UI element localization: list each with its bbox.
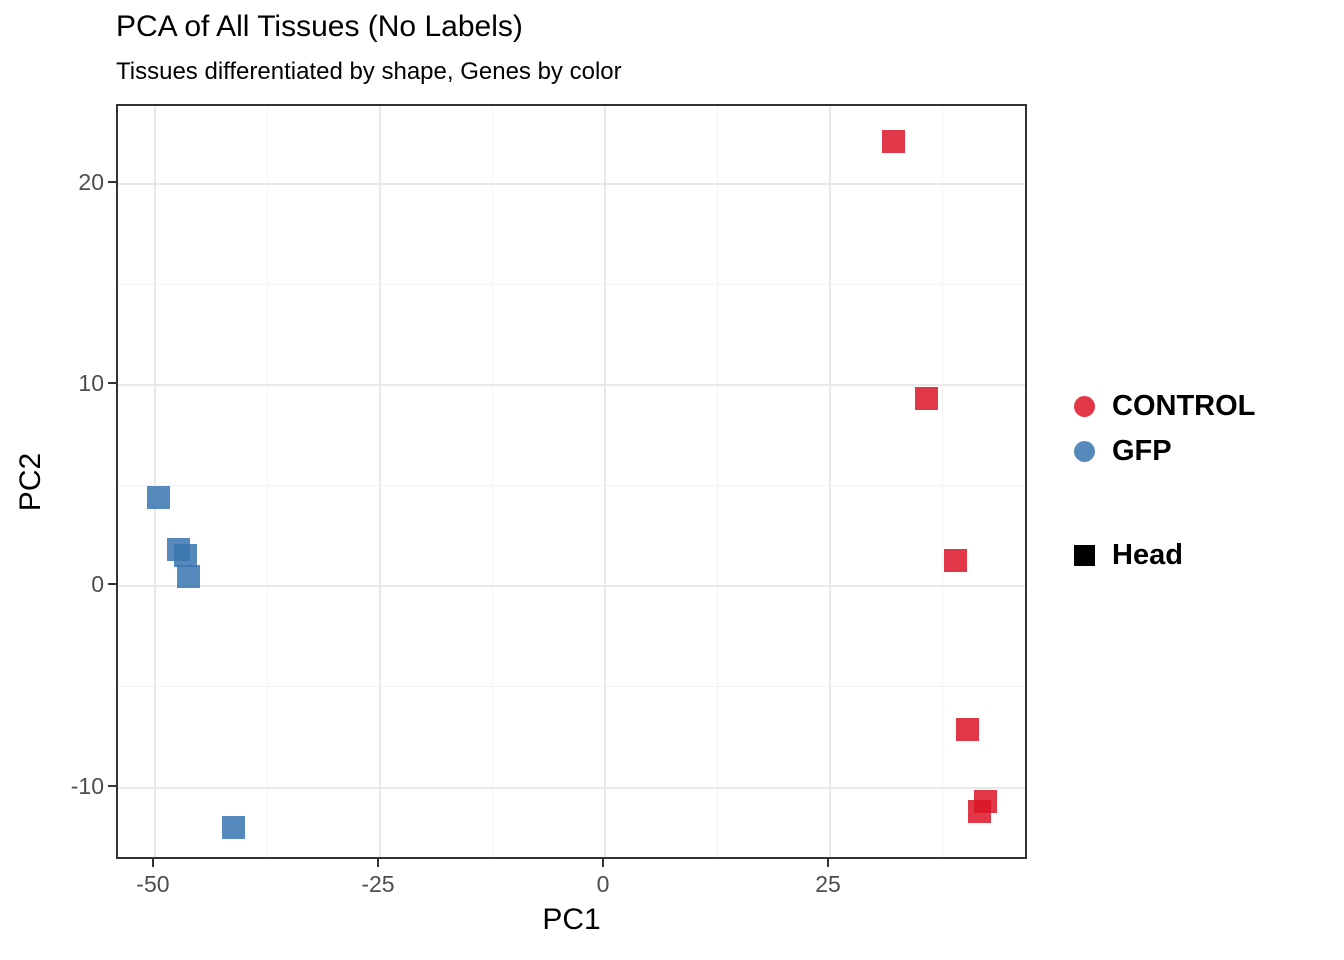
x-tick-mark	[602, 859, 604, 867]
gridline-y-major	[118, 585, 1025, 588]
legend-label: Head	[1112, 539, 1183, 571]
x-tick-label: 25	[815, 871, 841, 897]
legend-swatch-square	[1074, 545, 1095, 566]
legend-group-tissue-shape: Head	[1074, 533, 1255, 578]
legend-item-gfp: GFP	[1074, 429, 1255, 474]
y-tick-mark	[108, 180, 116, 183]
x-tick-mark	[151, 859, 154, 867]
gridline-y-major	[118, 383, 1025, 386]
y-axis-title: PC2	[14, 452, 47, 512]
legend-swatch-circle	[1074, 441, 1095, 462]
data-point-gfp	[174, 544, 197, 568]
data-point-control	[882, 129, 906, 153]
gridline-x-major	[378, 106, 381, 857]
y-tick-label: 10	[78, 369, 104, 396]
data-point-control	[943, 548, 967, 572]
gridline-x-major	[829, 106, 832, 857]
y-tick-mark	[108, 784, 116, 787]
legend-group-gene-color: CONTROL GFP	[1074, 384, 1255, 474]
gridline-x-minor	[942, 106, 944, 857]
gridline-x-minor	[266, 106, 268, 857]
data-point-gfp	[147, 486, 170, 510]
gridline-x-major	[604, 106, 606, 857]
gridline-y-minor	[118, 283, 1025, 285]
gridline-y-major	[118, 182, 1025, 185]
gridline-y-major	[118, 786, 1025, 789]
y-tick-label: -10	[70, 772, 104, 799]
x-tick-label: 0	[596, 871, 610, 897]
x-tick-mark	[827, 859, 830, 867]
y-tick-mark	[108, 381, 116, 384]
legend: CONTROL GFP Head	[1074, 384, 1255, 578]
x-tick-label: -25	[361, 871, 395, 897]
legend-label: GFP	[1112, 435, 1172, 467]
data-point-control	[967, 800, 991, 824]
gridline-y-minor	[118, 686, 1025, 688]
legend-item-head: Head	[1074, 533, 1255, 578]
data-point-control	[914, 387, 938, 411]
legend-item-control: CONTROL	[1074, 384, 1255, 429]
data-point-control	[956, 717, 980, 741]
x-tick-label: -50	[136, 871, 170, 897]
x-tick-mark	[376, 859, 379, 867]
legend-spacer	[1074, 474, 1255, 533]
y-tick-mark	[108, 583, 116, 586]
gridline-x-minor	[717, 106, 719, 857]
y-tick-label: 20	[78, 168, 104, 195]
gridline-y-minor	[118, 485, 1025, 486]
chart-title: PCA of All Tissues (No Labels)	[116, 10, 523, 43]
gridline-x-major	[153, 106, 156, 857]
data-point-gfp	[221, 816, 245, 840]
x-axis-title: PC1	[542, 903, 601, 936]
legend-label: CONTROL	[1112, 390, 1256, 422]
data-point-gfp	[176, 564, 200, 588]
gridline-x-minor	[491, 106, 493, 857]
y-tick-label: 0	[91, 571, 104, 598]
chart-subtitle: Tissues differentiated by shape, Genes b…	[116, 58, 622, 85]
plot-panel	[116, 104, 1027, 859]
legend-swatch-circle	[1074, 396, 1095, 417]
